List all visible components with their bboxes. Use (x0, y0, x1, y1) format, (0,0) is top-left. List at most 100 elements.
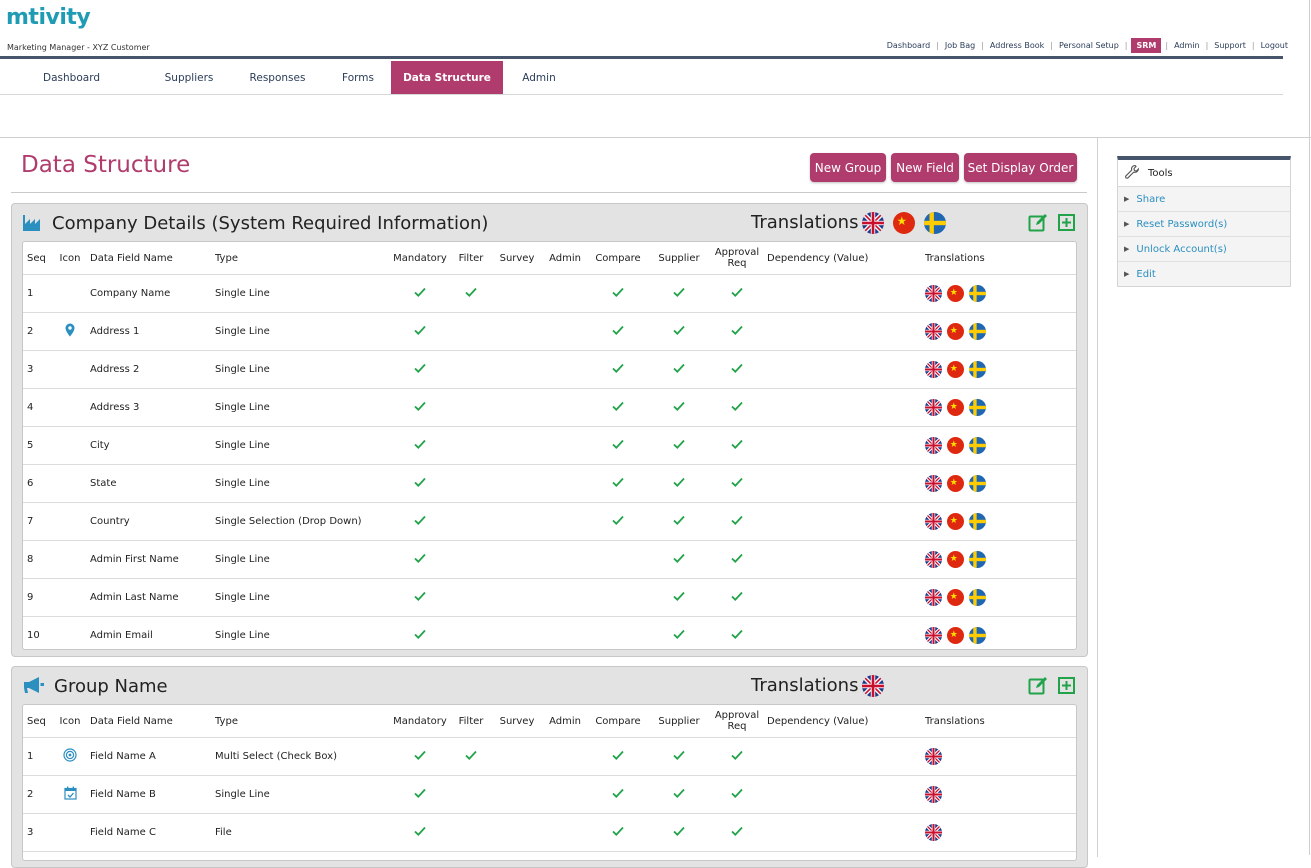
tab-responses[interactable]: Responses (249, 71, 306, 84)
china-flag-icon[interactable] (947, 361, 964, 378)
util-nav-dashboard[interactable]: Dashboard (886, 41, 931, 50)
column-header-type[interactable]: Type (215, 715, 238, 727)
table-row[interactable]: 8 Admin First Name Single Line (23, 541, 1076, 579)
util-nav-logout[interactable]: Logout (1260, 41, 1288, 50)
uk-flag-icon[interactable] (925, 361, 942, 378)
uk-flag-icon[interactable] (925, 475, 942, 492)
util-nav-personal-setup[interactable]: Personal Setup (1058, 41, 1119, 50)
tools-item-unlock-account-s[interactable]: ▶ Unlock Account(s) (1118, 237, 1290, 262)
uk-flag-icon[interactable] (925, 824, 942, 841)
uk-flag-icon[interactable] (925, 437, 942, 454)
column-header-seq[interactable]: Seq (27, 715, 46, 727)
china-flag-icon[interactable] (947, 589, 964, 606)
sweden-flag-icon[interactable] (969, 551, 986, 568)
column-header-filter[interactable]: Filter (458, 715, 484, 727)
column-header-admin[interactable]: Admin (549, 252, 581, 264)
app-logo[interactable]: mtivity (6, 5, 91, 30)
table-row[interactable]: 2 Address 1 Single Line (23, 313, 1076, 351)
table-row[interactable]: 3 Field Name C File (23, 814, 1076, 852)
column-header-dependency[interactable]: Dependency (Value) (767, 715, 869, 727)
tab-admin[interactable]: Admin (522, 71, 556, 84)
sweden-flag-icon[interactable] (969, 323, 986, 340)
tab-dashboard[interactable]: Dashboard (43, 71, 100, 84)
column-header-compare[interactable]: Compare (595, 715, 641, 727)
column-header-filter[interactable]: Filter (458, 252, 484, 264)
column-header-dependency[interactable]: Dependency (Value) (767, 252, 869, 264)
column-header-supplier[interactable]: Supplier (658, 715, 700, 727)
table-row[interactable]: 4 Address 3 Single Line (23, 389, 1076, 427)
util-nav-admin[interactable]: Admin (1174, 41, 1200, 50)
uk-flag-icon[interactable] (925, 285, 942, 302)
column-header-approval[interactable]: Approval Req (714, 247, 760, 269)
new-group-button[interactable]: New Group (810, 153, 886, 182)
table-row[interactable]: 1 Field Name A Multi Select (Check Box) (23, 738, 1076, 776)
tab-suppliers[interactable]: Suppliers (164, 71, 214, 84)
sweden-flag-icon[interactable] (969, 399, 986, 416)
table-row[interactable]: 5 City Single Line (23, 427, 1076, 465)
column-header-supplier[interactable]: Supplier (658, 252, 700, 264)
sweden-flag-icon[interactable] (969, 361, 986, 378)
column-header-icon[interactable]: Icon (59, 715, 81, 727)
util-nav-support[interactable]: Support (1214, 41, 1246, 50)
new-field-button[interactable]: New Field (891, 153, 959, 182)
uk-flag-icon[interactable] (925, 627, 942, 644)
table-row[interactable]: 9 Admin Last Name Single Line (23, 579, 1076, 617)
column-header-survey[interactable]: Survey (499, 252, 535, 264)
add-field-icon[interactable] (1058, 677, 1075, 698)
util-nav-srm[interactable]: SRM (1131, 38, 1162, 53)
china-flag-icon[interactable] (947, 437, 964, 454)
sweden-flag-icon[interactable] (969, 437, 986, 454)
china-flag-icon[interactable] (947, 399, 964, 416)
uk-flag-icon[interactable] (925, 399, 942, 416)
sweden-flag-icon[interactable] (969, 285, 986, 302)
column-header-compare[interactable]: Compare (595, 252, 641, 264)
uk-flag-icon[interactable] (925, 551, 942, 568)
tools-item-edit[interactable]: ▶ Edit (1118, 262, 1290, 286)
edit-icon[interactable] (1028, 213, 1049, 237)
sweden-flag-icon[interactable] (924, 212, 946, 234)
util-nav-address-book[interactable]: Address Book (989, 41, 1045, 50)
china-flag-icon[interactable] (947, 475, 964, 492)
uk-flag-icon[interactable] (925, 323, 942, 340)
add-field-icon[interactable] (1058, 214, 1075, 235)
uk-flag-icon[interactable] (925, 786, 942, 803)
tools-item-share[interactable]: ▶ Share (1118, 187, 1290, 212)
column-header-icon[interactable]: Icon (59, 252, 81, 264)
column-header-type[interactable]: Type (215, 252, 238, 264)
column-header-mandatory[interactable]: Mandatory (393, 252, 447, 264)
china-flag-icon[interactable] (947, 323, 964, 340)
china-flag-icon[interactable] (893, 212, 915, 234)
uk-flag-icon[interactable] (925, 589, 942, 606)
util-nav-job-bag[interactable]: Job Bag (944, 41, 976, 50)
uk-flag-icon[interactable] (862, 675, 884, 697)
table-row[interactable]: 7 Country Single Selection (Drop Down) (23, 503, 1076, 541)
tab-data-structure[interactable]: Data Structure (391, 61, 503, 94)
tools-item-reset-password-s[interactable]: ▶ Reset Password(s) (1118, 212, 1290, 237)
table-row[interactable]: 10 Admin Email Single Line (23, 617, 1076, 649)
uk-flag-icon[interactable] (925, 748, 942, 765)
china-flag-icon[interactable] (947, 285, 964, 302)
table-row[interactable]: 3 Address 2 Single Line (23, 351, 1076, 389)
column-header-name[interactable]: Data Field Name (90, 252, 173, 264)
tab-forms[interactable]: Forms (342, 71, 374, 84)
column-header-seq[interactable]: Seq (27, 252, 46, 264)
set-display-order-button[interactable]: Set Display Order (964, 153, 1077, 182)
column-header-approval[interactable]: Approval Req (714, 710, 760, 732)
table-row[interactable]: 1 Company Name Single Line (23, 275, 1076, 313)
column-header-name[interactable]: Data Field Name (90, 715, 173, 727)
sweden-flag-icon[interactable] (969, 589, 986, 606)
sweden-flag-icon[interactable] (969, 513, 986, 530)
china-flag-icon[interactable] (947, 551, 964, 568)
column-header-mandatory[interactable]: Mandatory (393, 715, 447, 727)
column-header-translations[interactable]: Translations (925, 252, 985, 264)
edit-icon[interactable] (1028, 676, 1049, 700)
china-flag-icon[interactable] (947, 513, 964, 530)
column-header-translations[interactable]: Translations (925, 715, 985, 727)
column-header-admin[interactable]: Admin (549, 715, 581, 727)
sweden-flag-icon[interactable] (969, 627, 986, 644)
uk-flag-icon[interactable] (862, 212, 884, 234)
table-row[interactable]: 6 State Single Line (23, 465, 1076, 503)
column-header-survey[interactable]: Survey (499, 715, 535, 727)
china-flag-icon[interactable] (947, 627, 964, 644)
table-row[interactable]: 2 Field Name B Single Line (23, 776, 1076, 814)
